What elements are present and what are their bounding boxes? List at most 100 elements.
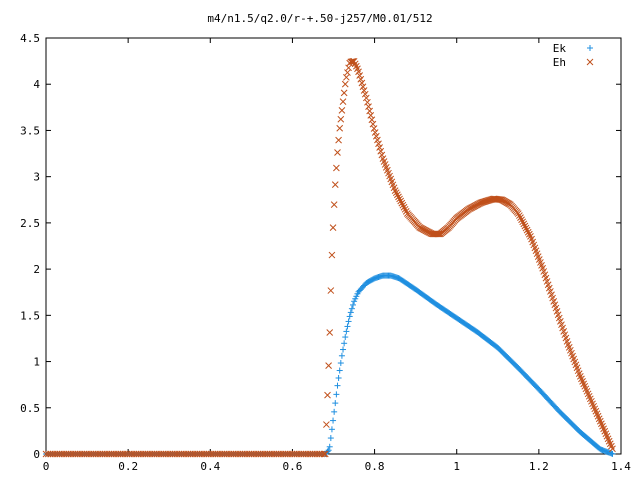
data-point bbox=[330, 201, 338, 208]
data-point bbox=[350, 301, 357, 308]
data-point bbox=[342, 334, 349, 341]
data-point bbox=[521, 222, 529, 230]
x-tick-label: 0 bbox=[43, 460, 50, 473]
data-point bbox=[320, 450, 328, 458]
data-point bbox=[362, 94, 370, 102]
data-point bbox=[371, 129, 379, 136]
data-point bbox=[522, 224, 530, 232]
data-point bbox=[515, 212, 523, 219]
data-point bbox=[339, 98, 347, 105]
x-tick-label: 1.4 bbox=[611, 460, 631, 473]
data-point bbox=[347, 309, 354, 316]
data-point bbox=[398, 199, 406, 207]
data-point bbox=[366, 107, 373, 115]
data-point bbox=[334, 382, 341, 389]
data-point bbox=[396, 195, 403, 203]
data-point bbox=[364, 98, 371, 106]
data-point bbox=[338, 352, 345, 359]
data-point bbox=[394, 191, 401, 199]
data-point bbox=[334, 149, 341, 156]
legend-marker-ek bbox=[587, 45, 593, 51]
data-point bbox=[325, 362, 332, 369]
data-point bbox=[517, 214, 524, 222]
data-point bbox=[330, 417, 337, 424]
data-point bbox=[327, 435, 334, 442]
data-point bbox=[401, 205, 409, 213]
data-point bbox=[331, 408, 338, 415]
x-tick-label: 0.6 bbox=[282, 460, 302, 473]
y-tick-label: 4.5 bbox=[20, 32, 40, 45]
y-tick-label: 2 bbox=[33, 263, 40, 276]
x-tick-label: 0.4 bbox=[200, 460, 220, 473]
data-point bbox=[343, 328, 350, 335]
y-tick-label: 3 bbox=[33, 171, 40, 184]
data-point bbox=[374, 136, 381, 144]
data-point bbox=[340, 89, 348, 97]
data-point bbox=[372, 132, 380, 140]
data-point bbox=[337, 115, 345, 123]
data-point bbox=[370, 125, 378, 132]
data-point bbox=[344, 323, 351, 330]
data-point bbox=[523, 226, 531, 234]
data-point bbox=[332, 400, 339, 407]
data-point bbox=[524, 228, 532, 236]
data-point bbox=[359, 83, 367, 91]
x-tick-label: 0.8 bbox=[365, 460, 385, 473]
legend-label-ek: Ek bbox=[553, 42, 567, 55]
data-point bbox=[525, 230, 533, 238]
data-point bbox=[609, 450, 616, 457]
y-tick-label: 2.5 bbox=[20, 217, 40, 230]
legend-label-eh: Eh bbox=[553, 56, 566, 69]
data-point bbox=[369, 120, 377, 128]
data-point bbox=[378, 151, 386, 159]
data-point bbox=[338, 106, 346, 114]
y-tick-label: 0 bbox=[33, 448, 40, 461]
legend: Ek Eh bbox=[553, 42, 594, 69]
data-point bbox=[519, 218, 527, 226]
data-point bbox=[335, 375, 342, 382]
legend-marker-eh bbox=[586, 58, 594, 66]
chart-title: m4/n1.5/q2.0/r-+.50-j257/M0.01/512 bbox=[207, 12, 432, 25]
data-point bbox=[358, 79, 366, 87]
data-point bbox=[341, 80, 349, 88]
data-point bbox=[323, 421, 330, 428]
x-tick-label: 0.2 bbox=[118, 460, 138, 473]
data-point bbox=[377, 147, 385, 155]
plot-frame bbox=[45, 37, 622, 455]
x-tick-label: 1.2 bbox=[529, 460, 549, 473]
data-point bbox=[376, 144, 383, 151]
data-point bbox=[361, 90, 369, 98]
data-point bbox=[367, 112, 375, 119]
data-point bbox=[333, 164, 340, 172]
x-tick-labels: 0 0.2 0.4 0.6 0.8 1 1.2 1.4 bbox=[43, 460, 632, 473]
data-point bbox=[326, 329, 334, 336]
y-tick-label: 1.5 bbox=[20, 309, 40, 322]
data-point bbox=[392, 189, 400, 197]
data-point bbox=[609, 445, 616, 453]
data-point bbox=[336, 124, 344, 132]
data-point bbox=[345, 318, 352, 325]
data-point bbox=[333, 391, 340, 398]
data-point bbox=[328, 251, 336, 259]
data-point bbox=[400, 203, 408, 211]
x-tick-label: 1 bbox=[453, 460, 460, 473]
y-tick-labels: 0 0.5 1 1.5 2 2.5 3 3.5 4 4.5 bbox=[20, 32, 40, 461]
series-eh bbox=[42, 57, 616, 458]
data-point bbox=[357, 75, 365, 83]
y-tick-label: 1 bbox=[33, 356, 40, 369]
data-point bbox=[375, 140, 382, 148]
data-point bbox=[395, 193, 402, 201]
data-point bbox=[340, 346, 347, 353]
y-tick-label: 4 bbox=[33, 78, 40, 91]
data-point bbox=[360, 87, 368, 94]
data-point bbox=[327, 287, 335, 294]
data-point bbox=[520, 220, 528, 228]
data-point bbox=[397, 197, 405, 205]
data-point bbox=[321, 450, 329, 458]
data-point bbox=[399, 201, 407, 209]
data-point bbox=[365, 103, 372, 111]
data-point bbox=[331, 181, 339, 188]
data-point bbox=[368, 116, 376, 124]
data-point bbox=[328, 426, 335, 433]
